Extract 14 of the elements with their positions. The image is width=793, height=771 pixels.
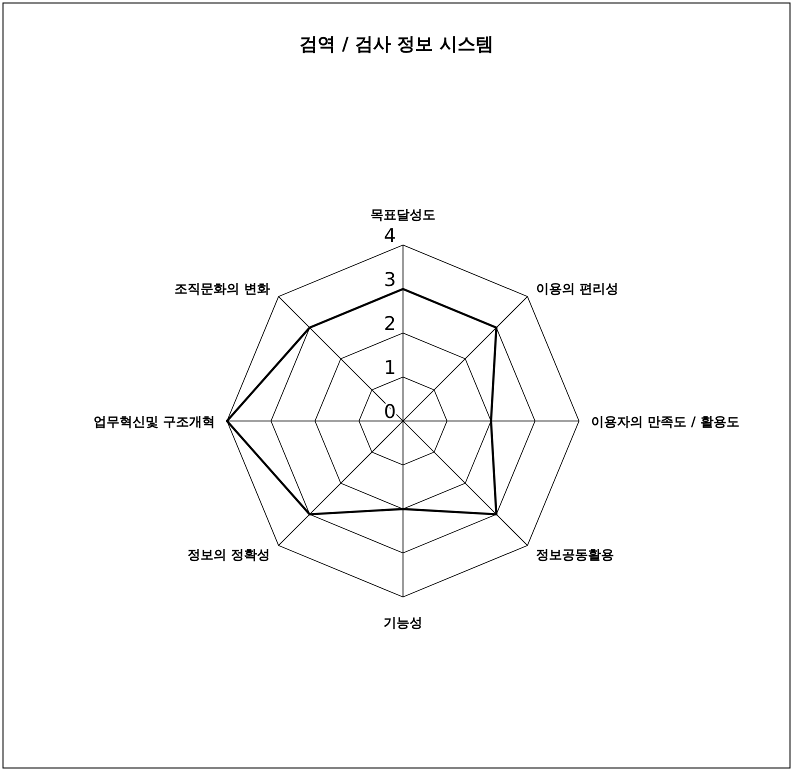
y-tick-label: 1 <box>384 357 396 379</box>
y-tick-label: 0 <box>384 401 396 423</box>
y-tick-label: 3 <box>384 269 396 291</box>
spoke-label: 기능성 <box>384 616 422 631</box>
spoke-label: 업무혁신및 구조개혁 <box>93 415 215 430</box>
spoke-label: 정보공동활용 <box>536 548 614 563</box>
spoke-label: 목표달성도 <box>370 208 436 223</box>
y-tick-label: 2 <box>384 313 396 335</box>
spoke-label: 정보의 정확성 <box>188 548 270 563</box>
chart-title: 검역 / 검사 정보 시스템 <box>300 34 494 55</box>
y-tick-label: 4 <box>384 225 396 247</box>
spoke-label: 조직문화의 변화 <box>174 282 270 298</box>
spoke-label: 이용의 편리성 <box>536 282 618 298</box>
spoke-label: 이용자의 만족도 / 활용도 <box>591 415 740 430</box>
